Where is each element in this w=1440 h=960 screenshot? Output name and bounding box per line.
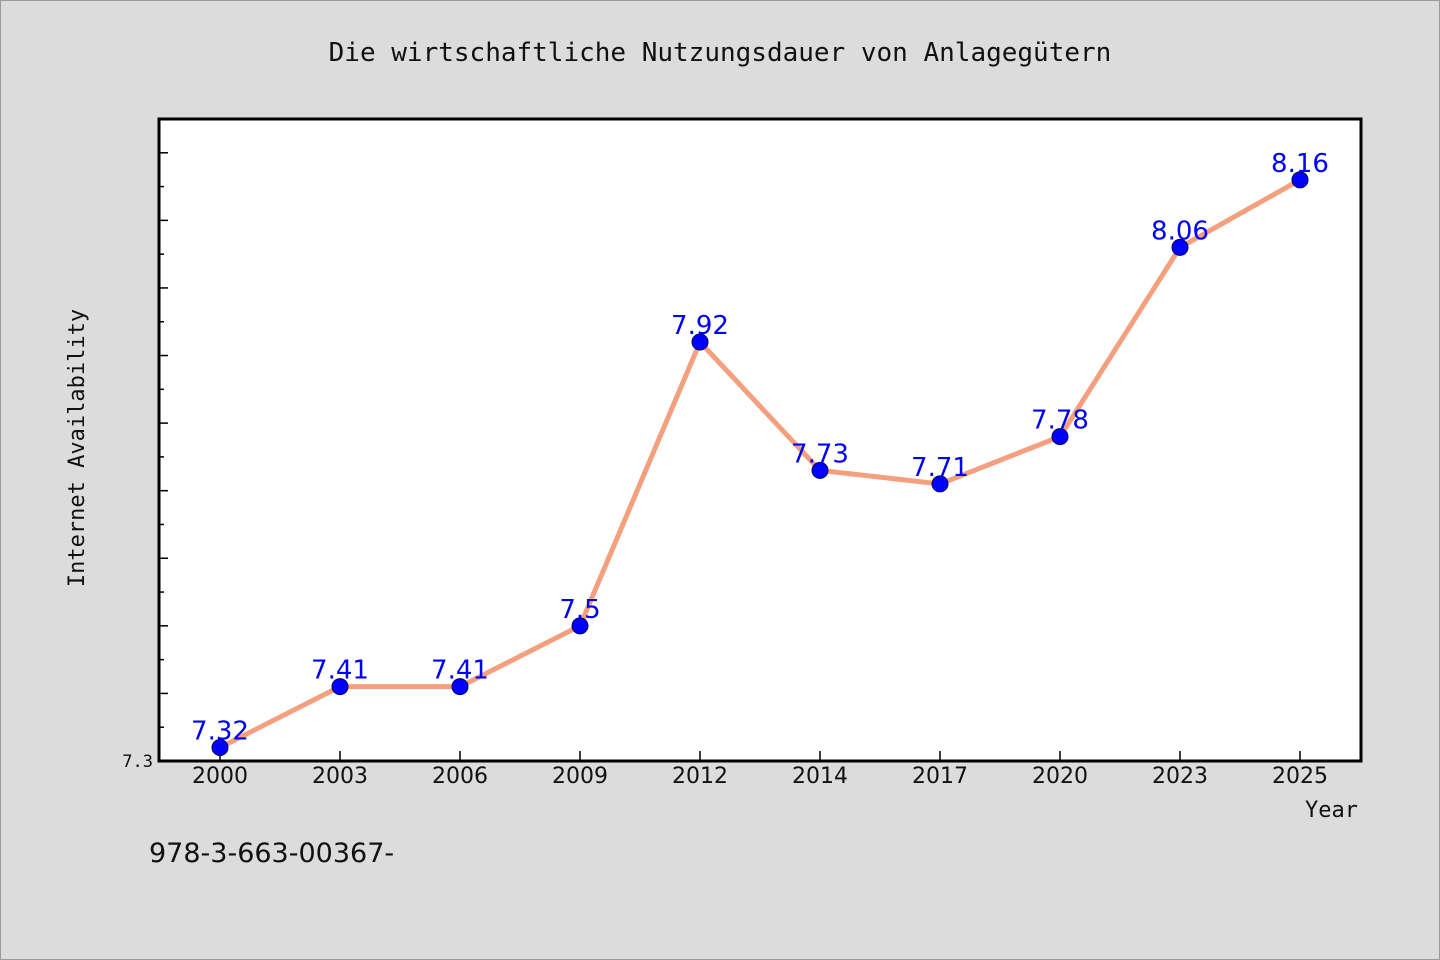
data-point (1051, 428, 1069, 446)
data-point (1291, 171, 1309, 189)
y-tick-label: 7.3 (122, 752, 153, 772)
data-point (691, 333, 709, 351)
data-label: 7.41 (311, 656, 369, 686)
x-tick-label: 2020 (1032, 764, 1088, 789)
data-point (331, 678, 349, 696)
data-point (571, 617, 589, 635)
data-label: 7.5 (559, 595, 600, 625)
chart-title: Die wirtschaftliche Nutzungsdauer von An… (329, 38, 1112, 68)
plot-area (157, 117, 1363, 763)
data-point (931, 475, 949, 493)
x-tick-label: 2017 (912, 764, 968, 789)
data-point (451, 678, 469, 696)
x-tick-label: 2009 (552, 764, 608, 789)
footnote: 978-3-663-00367- (149, 838, 394, 869)
data-label: 8.06 (1151, 216, 1209, 246)
data-label: 7.41 (431, 656, 489, 686)
x-axis-tick-labels: 2000 2003 2006 2009 2012 2014 2017 2020 2023 2025 (192, 764, 1328, 789)
x-tick-label: 2014 (792, 764, 848, 789)
x-tick-label: 2003 (312, 764, 368, 789)
series-line (218, 177, 1302, 750)
data-label: 7.92 (671, 311, 729, 341)
data-label: 8.16 (1271, 149, 1329, 179)
x-tick-label: 2023 (1152, 764, 1208, 789)
y-axis-ticks (159, 118, 168, 728)
data-point (211, 738, 229, 756)
y-axis-label: Internet Availability (65, 309, 90, 587)
x-tick-label: 2012 (672, 764, 728, 789)
data-label: 7.78 (1031, 406, 1089, 436)
data-label: 7.32 (191, 716, 249, 746)
data-label: 7.71 (911, 453, 969, 483)
x-tick-label: 2006 (432, 764, 488, 789)
x-axis-ticks (219, 751, 1301, 761)
x-tick-label: 2000 (192, 764, 248, 789)
data-markers (211, 171, 1309, 756)
x-tick-label: 2025 (1272, 764, 1328, 789)
data-point (811, 461, 829, 479)
data-labels: 7.32 7.41 7.41 7.5 7.92 7.73 7.71 7.78 8.06 8.16 (191, 149, 1329, 747)
data-point (1171, 238, 1189, 256)
x-axis-label: Year (1305, 798, 1358, 823)
data-label: 7.73 (791, 439, 849, 469)
